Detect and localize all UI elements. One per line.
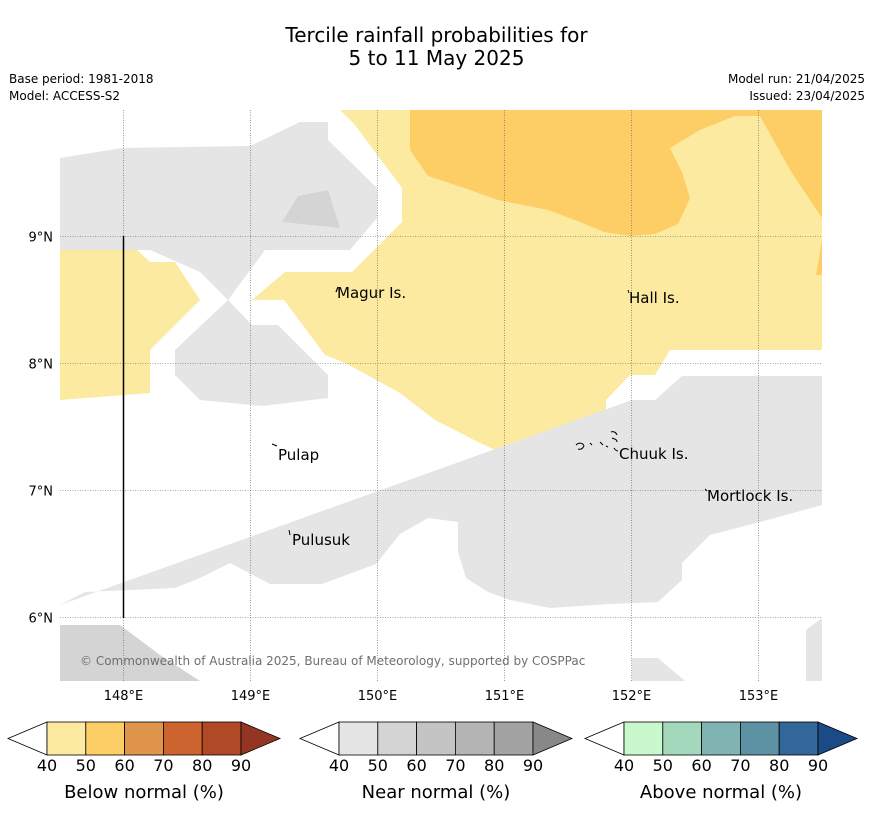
- colorbar-under-arrow: [583, 721, 625, 756]
- latitude-tick-label: 7°N: [29, 485, 54, 500]
- place-label-magur: Magur Is.: [337, 284, 406, 302]
- colorbar-segment: [701, 721, 741, 756]
- colorbar-tick-label: 90: [808, 756, 828, 775]
- island-mark: [271, 443, 278, 447]
- longitude-tick-label: 149°E: [231, 689, 271, 704]
- model-run-text: Model run: 21/04/2025: [727, 72, 865, 86]
- island-mark: [575, 431, 619, 452]
- colorbar-segment: [623, 721, 664, 756]
- issued-text: Issued: 23/04/2025: [749, 89, 865, 103]
- colorbar-segment: [46, 721, 87, 756]
- colorbar-title: Near normal (%): [362, 782, 511, 803]
- near-normal-region: [60, 122, 377, 300]
- latitude-tick-labels: 9°N 8°N 7°N 6°N: [29, 231, 54, 627]
- below-normal-strong-region: [410, 110, 822, 236]
- colorbar-tick-label: 50: [653, 756, 673, 775]
- colorbar-legends: 40 50 60 70 80 90 Below normal (%) 40 50 60 70 80 90…: [6, 721, 859, 803]
- colorbar-tick-label: 80: [769, 756, 789, 775]
- colorbar-segment: [740, 721, 780, 756]
- colorbar-tick-label: 50: [368, 756, 388, 775]
- near-normal-region: [462, 478, 555, 517]
- colorbar-tick-label: 90: [231, 756, 251, 775]
- below-normal-strong-region: [816, 240, 822, 275]
- island-mark: [335, 286, 339, 293]
- colorbar-1: 40 50 60 70 80 90 Below normal (%): [6, 721, 282, 803]
- colorbar-segment: [85, 721, 126, 756]
- colorbar-over-arrow: [817, 721, 859, 756]
- near-normal-region: [175, 300, 328, 406]
- island-mark: [288, 529, 291, 536]
- colorbar-segment: [201, 721, 242, 756]
- colorbar-tick-label: 40: [37, 756, 57, 775]
- near-normal-strong-region: [282, 190, 340, 228]
- colorbar-title: Below normal (%): [64, 782, 224, 803]
- colorbar-under-arrow: [6, 721, 48, 756]
- colorbar-segment: [124, 721, 164, 756]
- colorbar-2: 40 50 60 70 80 90 Near normal (%): [298, 721, 574, 803]
- colorbar-tick-label: 70: [730, 756, 750, 775]
- colorbar-tick-label: 70: [445, 756, 465, 775]
- copyright-text: © Commonwealth of Australia 2025, Bureau…: [80, 654, 585, 668]
- colorbar-tick-label: 60: [691, 756, 711, 775]
- colorbar-tick-label: 80: [484, 756, 504, 775]
- colorbar-segment: [454, 721, 495, 756]
- island-mark: [627, 289, 630, 294]
- latitude-tick-label: 8°N: [29, 358, 54, 373]
- colorbar-tick-label: 40: [329, 756, 349, 775]
- colorbar-segment: [778, 721, 819, 756]
- colorbar-segment: [162, 721, 203, 756]
- longitude-tick-label: 152°E: [612, 689, 652, 704]
- near-normal-strong-region: [60, 625, 200, 681]
- colorbar-tick-label: 60: [114, 756, 134, 775]
- colorbar-tick-label: 50: [76, 756, 96, 775]
- longitude-tick-labels: 148°E 149°E 150°E 151°E 152°E 153°E: [104, 689, 779, 704]
- map-title-line2: 5 to 11 May 2025: [348, 46, 525, 70]
- map-title-line1: Tercile rainfall probabilities for: [285, 23, 588, 47]
- place-label-pulap: Pulap: [278, 446, 319, 464]
- colorbar-segment: [338, 721, 379, 756]
- place-label-pulusuk: Pulusuk: [292, 531, 350, 549]
- colorbar-over-arrow: [532, 721, 574, 756]
- model-text: Model: ACCESS-S2: [9, 89, 121, 103]
- probability-fields: [60, 110, 822, 681]
- colorbar-tick-label: 40: [614, 756, 634, 775]
- colorbar-tick-label: 80: [192, 756, 212, 775]
- colorbar-segment: [416, 721, 456, 756]
- latitude-tick-label: 6°N: [29, 612, 54, 627]
- below-normal-region: [60, 236, 200, 400]
- island-mark: [704, 488, 708, 492]
- place-label-hall: Hall Is.: [629, 289, 680, 307]
- colorbar-3: 40 50 60 70 80 90 Above normal (%): [583, 721, 859, 803]
- colorbar-title: Above normal (%): [640, 782, 802, 803]
- place-label-mortlock: Mortlock Is.: [707, 487, 793, 505]
- longitude-tick-label: 151°E: [485, 689, 525, 704]
- colorbar-segment: [662, 721, 702, 756]
- island-marks: [271, 286, 708, 536]
- longitude-tick-label: 150°E: [358, 689, 398, 704]
- near-normal-region: [60, 376, 822, 681]
- colorbar-tick-label: 60: [406, 756, 426, 775]
- longitude-tick-label: 153°E: [739, 689, 779, 704]
- colorbar-segment: [377, 721, 417, 756]
- place-label-chuuk: Chuuk Is.: [619, 445, 688, 463]
- colorbar-segment: [493, 721, 534, 756]
- longitude-tick-label: 148°E: [104, 689, 144, 704]
- base-period-text: Base period: 1981-2018: [9, 72, 154, 86]
- colorbar-over-arrow: [240, 721, 282, 756]
- colorbar-under-arrow: [298, 721, 340, 756]
- latitude-tick-label: 9°N: [29, 231, 54, 246]
- colorbar-tick-label: 70: [153, 756, 173, 775]
- colorbar-tick-label: 90: [523, 756, 543, 775]
